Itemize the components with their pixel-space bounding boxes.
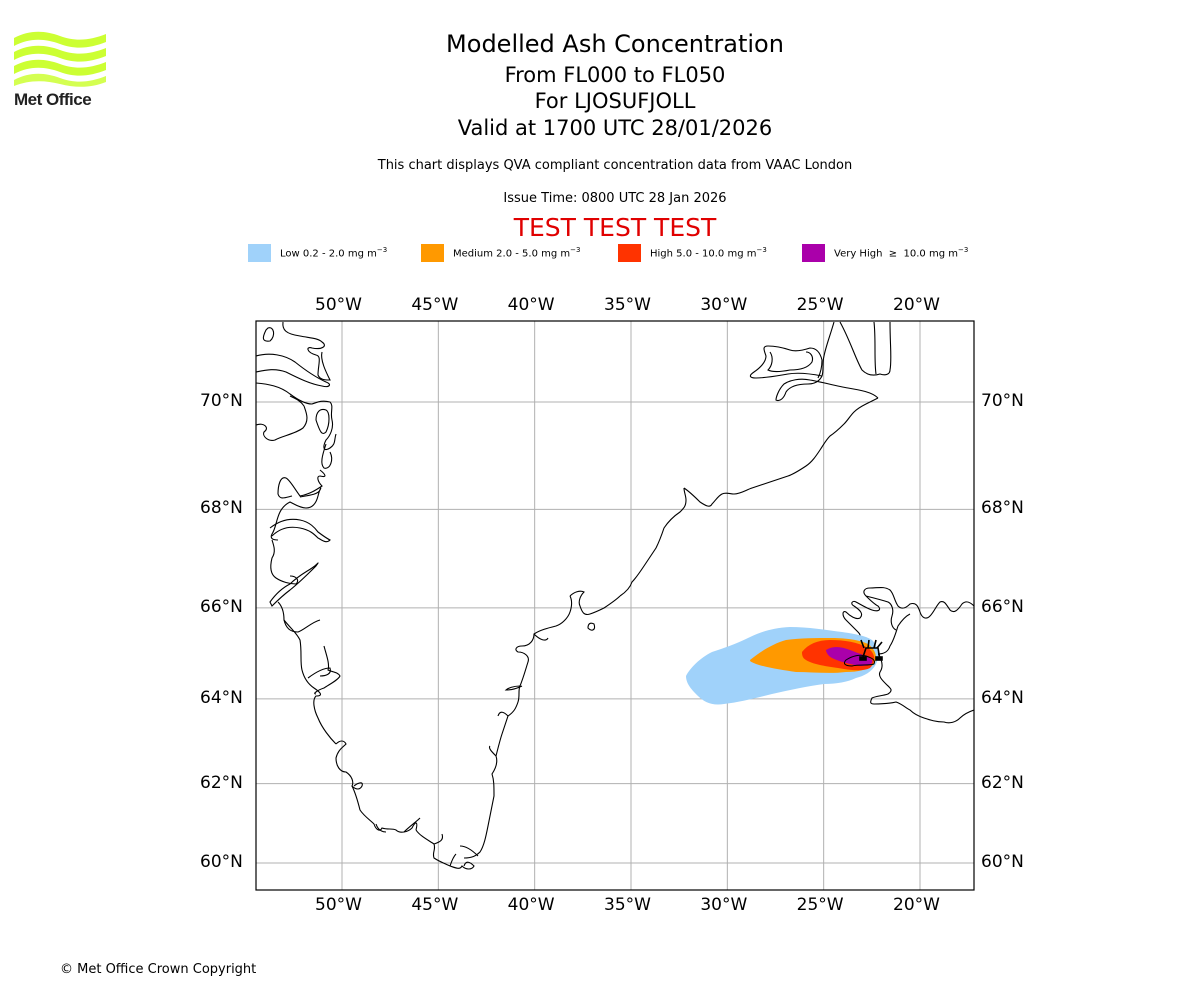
coastline-greenland-sw bbox=[314, 645, 341, 695]
met-office-logo bbox=[14, 31, 106, 87]
coastline-greenland-w bbox=[277, 443, 333, 499]
lon-label-bottom: 40°W bbox=[507, 895, 555, 915]
legend-label-low: Low 0.2 - 2.0 mg m−3 bbox=[280, 246, 388, 260]
lon-label-top: 25°W bbox=[796, 295, 844, 315]
coastline-greenland-e bbox=[767, 351, 814, 373]
legend-item-high: High 5.0 - 10.0 mg m−3 bbox=[618, 244, 767, 262]
lat-label-left: 70°N bbox=[200, 391, 243, 411]
lon-label-bottom: 50°W bbox=[315, 895, 362, 915]
legend-item-low: Low 0.2 - 2.0 mg m−3 bbox=[248, 244, 387, 262]
volcano-icon bbox=[859, 639, 883, 661]
coastline-greenland-se bbox=[533, 590, 621, 641]
lon-label-top: 45°W bbox=[411, 295, 459, 315]
coastline-greenland-nw bbox=[256, 395, 308, 441]
coastline-greenland-w bbox=[269, 562, 319, 607]
flight-level-range: From FL000 to FL050 bbox=[504, 63, 726, 87]
coastline-greenland-nw bbox=[262, 327, 275, 342]
coastline-greenland-e bbox=[775, 321, 879, 402]
volcano-name: For LJOSUFJOLL bbox=[534, 89, 696, 113]
chart-description: This chart displays QVA compliant concen… bbox=[377, 158, 853, 173]
chart-title: Modelled Ash Concentration bbox=[446, 30, 784, 58]
coastline-greenland-e bbox=[749, 345, 823, 379]
legend-label-high: High 5.0 - 10.0 mg m−3 bbox=[650, 246, 767, 260]
graticule bbox=[256, 321, 974, 890]
lon-label-top: 20°W bbox=[893, 295, 940, 315]
issue-time: Issue Time: 0800 UTC 28 Jan 2026 bbox=[503, 191, 727, 206]
lon-label-bottom: 35°W bbox=[604, 895, 651, 915]
legend-item-very-high: Very High ≥ 10.0 mg m−3 bbox=[802, 244, 968, 262]
coastline-greenland-se bbox=[619, 487, 687, 597]
valid-time: Valid at 1700 UTC 28/01/2026 bbox=[457, 116, 773, 140]
legend-swatch-very-high bbox=[802, 244, 825, 262]
lat-label-right: 70°N bbox=[981, 391, 1024, 411]
coastline-iceland bbox=[877, 613, 911, 655]
lat-label-right: 62°N bbox=[981, 772, 1024, 793]
lon-label-bottom: 45°W bbox=[411, 895, 459, 915]
coastline-greenland-sw bbox=[307, 667, 331, 679]
coastline-greenland-nw bbox=[315, 408, 330, 435]
ash-plume bbox=[686, 627, 879, 705]
lat-label-right: 60°N bbox=[981, 852, 1024, 872]
coastline-greenland-se bbox=[515, 595, 573, 687]
coastline-greenland-se bbox=[459, 845, 479, 857]
lat-label-right: 68°N bbox=[981, 498, 1024, 519]
coastline-greenland-w bbox=[269, 518, 331, 543]
coastline-greenland-nw bbox=[282, 321, 331, 381]
ash-plume-very-high bbox=[826, 647, 873, 666]
lon-label-top: 35°W bbox=[604, 295, 651, 315]
lat-label-left: 64°N bbox=[200, 687, 243, 708]
coastline-iceland bbox=[865, 595, 897, 631]
coastline-greenland-s bbox=[375, 817, 421, 833]
coastline-greenland-se bbox=[587, 622, 596, 631]
legend-swatch-high bbox=[618, 244, 641, 262]
legend-label-very-high: Very High ≥ 10.0 mg m−3 bbox=[834, 246, 969, 260]
lon-label-top: 50°W bbox=[315, 295, 362, 315]
coastline-iceland bbox=[869, 641, 974, 724]
coastline-iceland bbox=[842, 586, 974, 644]
lat-label-left: 62°N bbox=[200, 772, 243, 793]
legend-label-medium: Medium 2.0 - 5.0 mg m−3 bbox=[453, 246, 581, 260]
coastline-greenland-s bbox=[351, 785, 418, 833]
coastline-greenland-e bbox=[873, 321, 877, 375]
lat-label-left: 68°N bbox=[200, 498, 243, 519]
coastline-greenland-sw bbox=[283, 619, 337, 745]
lon-label-top: 30°W bbox=[700, 295, 748, 315]
legend-swatch-low bbox=[248, 244, 271, 262]
coastline-greenland-nw bbox=[256, 353, 331, 388]
lat-label-left: 60°N bbox=[200, 852, 243, 872]
map-frame bbox=[255, 320, 975, 891]
coastline-greenland-e bbox=[839, 321, 892, 376]
test-banner: TEST TEST TEST bbox=[513, 213, 717, 242]
coastline-greenland-se bbox=[683, 397, 879, 507]
logo-text: Met Office bbox=[14, 90, 92, 109]
lat-label-right: 64°N bbox=[981, 687, 1024, 708]
waves-icon bbox=[14, 31, 106, 87]
lon-label-bottom: 25°W bbox=[796, 895, 844, 915]
legend-swatch-medium bbox=[421, 244, 444, 262]
lon-label-bottom: 20°W bbox=[893, 895, 940, 915]
copyright: © Met Office Crown Copyright bbox=[60, 962, 257, 977]
lat-label-right: 66°N bbox=[981, 596, 1024, 617]
coastline-greenland-sw bbox=[277, 601, 321, 633]
coastline-greenland-se bbox=[463, 685, 521, 859]
coastline-greenland-se bbox=[488, 685, 523, 757]
legend-item-medium: Medium 2.0 - 5.0 mg m−3 bbox=[421, 244, 580, 262]
lat-label-left: 66°N bbox=[200, 596, 243, 617]
coastlines bbox=[256, 321, 974, 870]
lon-label-top: 40°W bbox=[507, 295, 555, 315]
coastline-greenland-w bbox=[270, 539, 299, 585]
coastline-greenland-s bbox=[433, 833, 457, 867]
lon-label-bottom: 30°W bbox=[700, 895, 748, 915]
coastline-greenland-s bbox=[335, 740, 363, 790]
coastline-greenland-nw bbox=[256, 382, 337, 451]
ash-plume-outline bbox=[843, 654, 875, 667]
coastline-greenland-w bbox=[270, 487, 322, 541]
